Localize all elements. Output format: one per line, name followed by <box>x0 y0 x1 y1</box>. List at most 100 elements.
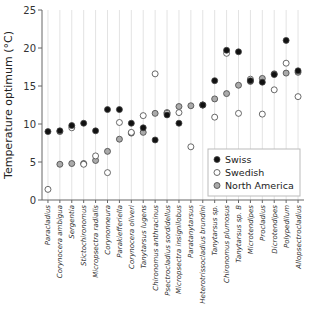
point <box>128 130 134 136</box>
point <box>164 112 170 118</box>
x-tick <box>190 200 191 203</box>
x-tick <box>274 200 275 203</box>
y-tick <box>38 10 42 11</box>
x-tick-label: Microtendipes <box>247 205 255 255</box>
point <box>152 137 158 143</box>
point <box>81 120 87 126</box>
x-tick-label: Corynocera ambigua <box>56 205 64 278</box>
x-tick-label: Dicrotendipes <box>271 205 279 254</box>
y-tick <box>38 86 42 87</box>
point <box>116 107 122 113</box>
x-tick <box>226 200 227 203</box>
x-tick-label: Tanytarsus sp. <box>211 205 219 256</box>
point <box>81 161 87 167</box>
y-tick <box>38 162 42 163</box>
y-tick <box>38 48 42 49</box>
grid-line <box>71 10 72 200</box>
x-tick <box>155 200 156 203</box>
x-tick-label: Micropsectra insignilobus <box>175 205 183 294</box>
point <box>57 128 63 134</box>
point <box>236 82 242 88</box>
x-tick-label: Heterotrissocladius brundini <box>199 205 207 304</box>
point <box>93 128 99 134</box>
x-tick <box>95 200 96 203</box>
y-tick-label: 25 <box>23 5 36 16</box>
point <box>295 94 301 100</box>
point <box>283 60 289 66</box>
x-tick-label: Tanytarsus lugens <box>140 205 148 269</box>
point <box>283 37 289 43</box>
point <box>200 102 206 108</box>
point <box>295 68 301 74</box>
point <box>224 47 230 53</box>
x-tick-label: Corynocera oliveri <box>128 205 136 269</box>
x-tick <box>47 200 48 203</box>
x-tick-label: Chironomus plumosus <box>223 205 231 283</box>
x-tick <box>71 200 72 203</box>
point <box>152 71 158 77</box>
x-tick <box>262 200 263 203</box>
x-tick-label: Procladius <box>259 205 267 241</box>
x-tick-label: Allopsectrocladius <box>295 205 303 270</box>
point <box>271 87 277 93</box>
point <box>57 129 63 135</box>
x-tick-label: Chironomus anthracinus <box>152 205 160 291</box>
point <box>176 110 182 116</box>
point <box>69 161 75 167</box>
chart: 0510152025Temperature optimum (°C)Paracl… <box>0 0 312 323</box>
point <box>57 161 63 167</box>
x-axis <box>42 200 304 201</box>
x-tick <box>214 200 215 203</box>
point <box>152 110 158 116</box>
grid-line <box>155 10 156 200</box>
x-tick-label: Parakiefferiella <box>116 205 124 258</box>
point <box>116 119 122 125</box>
marks <box>45 37 301 192</box>
point <box>212 114 218 120</box>
point <box>236 49 242 55</box>
grid-line <box>119 10 120 200</box>
y-axis <box>42 10 43 200</box>
legend-marker <box>214 183 220 189</box>
x-tick-label: Micropsectra radialis <box>92 205 100 278</box>
point <box>93 153 99 159</box>
legend: SwissSwedishNorth America <box>208 149 300 196</box>
x-tick <box>238 200 239 203</box>
point <box>105 170 111 176</box>
legend-label: Swiss <box>225 154 251 165</box>
point <box>45 186 51 192</box>
point <box>283 70 289 76</box>
x-tick <box>119 200 120 203</box>
point <box>105 107 111 113</box>
point <box>259 79 265 85</box>
x-tick <box>83 200 84 203</box>
legend-marker <box>214 157 220 163</box>
x-tick <box>178 200 179 203</box>
legend-label: North America <box>225 180 294 191</box>
x-tick <box>131 200 132 203</box>
point <box>140 125 146 131</box>
point <box>81 161 87 167</box>
point <box>128 129 134 135</box>
point <box>69 123 75 129</box>
y-tick-label: 15 <box>23 81 36 92</box>
x-tick-label: Paratanytarsus <box>187 205 195 258</box>
point <box>176 120 182 126</box>
y-tick <box>38 124 42 125</box>
x-tick <box>143 200 144 203</box>
grid-line <box>59 10 60 200</box>
legend-box <box>208 149 300 196</box>
x-tick-label: Tanytarsus sp. B <box>235 205 243 263</box>
y-tick-label: 5 <box>30 157 36 168</box>
point <box>200 102 206 108</box>
point <box>176 104 182 110</box>
point <box>105 148 111 154</box>
point <box>259 111 265 117</box>
point <box>271 71 277 77</box>
point <box>247 78 253 84</box>
grid-line <box>95 10 96 200</box>
grid-line <box>47 10 48 200</box>
x-tick <box>250 200 251 203</box>
point <box>247 78 253 84</box>
point <box>128 120 134 126</box>
